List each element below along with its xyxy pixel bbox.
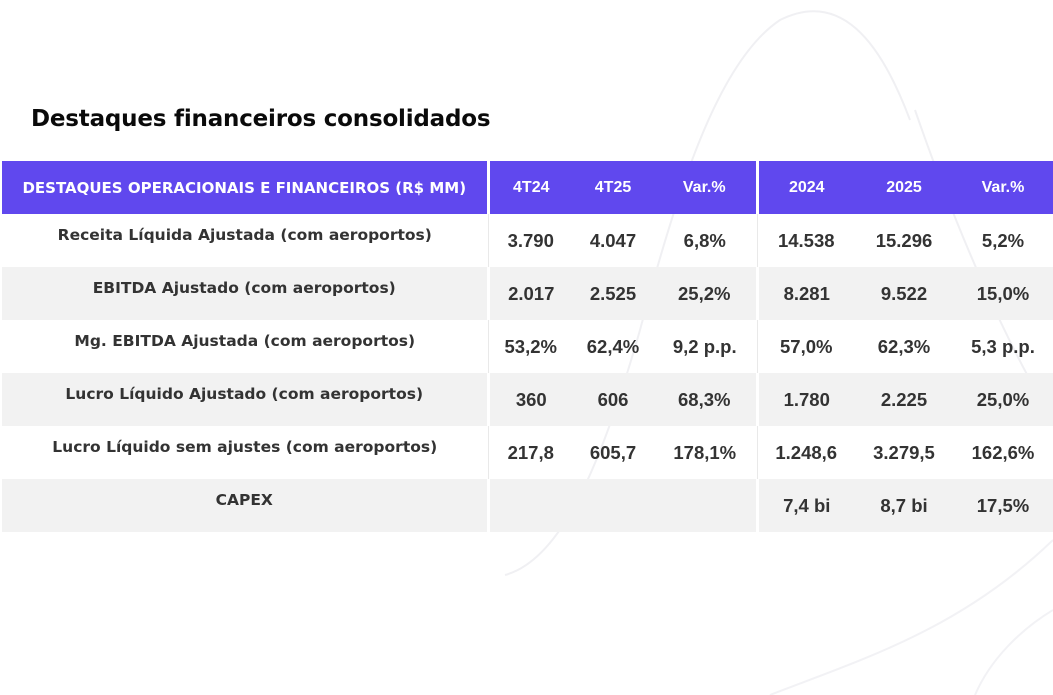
- cell-2024: 8.281: [755, 267, 855, 320]
- cell-quarter-var: 178,1%: [673, 441, 737, 463]
- cell-2025: 8,7 bi: [855, 479, 953, 532]
- cell-year-var: 5,2%: [981, 229, 1025, 251]
- column-header-metric: DESTAQUES OPERACIONAIS E FINANCEIROS (R$…: [2, 161, 488, 214]
- cell-year-var: 162,6%: [971, 441, 1035, 463]
- row-label: CAPEX: [2, 479, 488, 532]
- financial-highlights-table: DESTAQUES OPERACIONAIS E FINANCEIROS (R$…: [2, 161, 1053, 532]
- table-row: CAPEX 7,4 bi 8,7 bi 17,5%: [2, 479, 1053, 532]
- row-label: Receita Líquida Ajustada (com aeroportos…: [57, 226, 432, 244]
- table-header-row: DESTAQUES OPERACIONAIS E FINANCEIROS (R$…: [2, 161, 1053, 214]
- row-label: Lucro Líquido sem ajustes (com aeroporto…: [52, 438, 438, 456]
- cell-year-var: 17,5%: [953, 479, 1053, 532]
- cell-quarter-var: 25,2%: [653, 267, 757, 320]
- table-row: Receita Líquida Ajustada (com aeroportos…: [2, 214, 1053, 267]
- cell-year-var: 15,0%: [953, 267, 1053, 320]
- cell-2025: 9.522: [855, 267, 953, 320]
- cell-quarter-var: 9,2 p.p.: [672, 335, 737, 357]
- cell-quarter-var: [653, 479, 757, 532]
- cell-4t25: 62,4%: [586, 335, 640, 357]
- cell-4t25: 4.047: [589, 229, 637, 251]
- cell-2024: 7,4 bi: [755, 479, 855, 532]
- cell-2025: 2.225: [855, 373, 953, 426]
- row-label: Mg. EBITDA Ajustada (com aeroportos): [74, 332, 416, 350]
- cell-4t24: 217,8: [487, 426, 573, 479]
- cell-2024: 14.538: [756, 214, 855, 267]
- cell-quarter-var: 6,8%: [683, 229, 726, 251]
- column-header-year-var: Var.%: [953, 161, 1053, 214]
- cell-4t25: 2.525: [573, 267, 653, 320]
- cell-4t25: 606: [573, 373, 653, 426]
- table-row: Mg. EBITDA Ajustada (com aeroportos) 53,…: [2, 320, 1053, 373]
- column-header-2024: 2024: [755, 161, 855, 214]
- cell-2024: 1.780: [755, 373, 855, 426]
- table-row: EBITDA Ajustado (com aeroportos) 2.017 2…: [2, 267, 1053, 320]
- cell-4t24: 360: [486, 373, 573, 426]
- column-header-4t25: 4T25: [573, 161, 653, 214]
- row-label: EBITDA Ajustado (com aeroportos): [2, 267, 488, 320]
- table-row: Lucro Líquido sem ajustes (com aeroporto…: [2, 426, 1053, 479]
- cell-4t24: [486, 479, 573, 532]
- cell-quarter-var: 68,3%: [653, 373, 757, 426]
- cell-2025: 15.296: [875, 229, 933, 251]
- cell-4t24: 3.790: [487, 214, 573, 267]
- table-row: Lucro Líquido Ajustado (com aeroportos) …: [2, 373, 1053, 426]
- cell-2024: 1.248,6: [756, 426, 855, 479]
- cell-year-var: 25,0%: [953, 373, 1053, 426]
- row-label: Lucro Líquido Ajustado (com aeroportos): [2, 373, 488, 426]
- column-header-4t24: 4T24: [486, 161, 573, 214]
- cell-4t25: [573, 479, 653, 532]
- cell-4t24: 2.017: [486, 267, 573, 320]
- cell-2025: 3.279,5: [873, 441, 935, 463]
- page-title: Destaques financeiros consolidados: [31, 106, 491, 132]
- column-header-quarter-var: Var.%: [653, 161, 757, 214]
- cell-4t24: 53,2%: [487, 320, 573, 373]
- cell-2024: 57,0%: [756, 320, 855, 373]
- cell-2025: 62,3%: [877, 335, 931, 357]
- cell-4t25: 605,7: [589, 441, 637, 463]
- cell-year-var: 5,3 p.p.: [971, 335, 1035, 357]
- column-header-2025: 2025: [855, 161, 953, 214]
